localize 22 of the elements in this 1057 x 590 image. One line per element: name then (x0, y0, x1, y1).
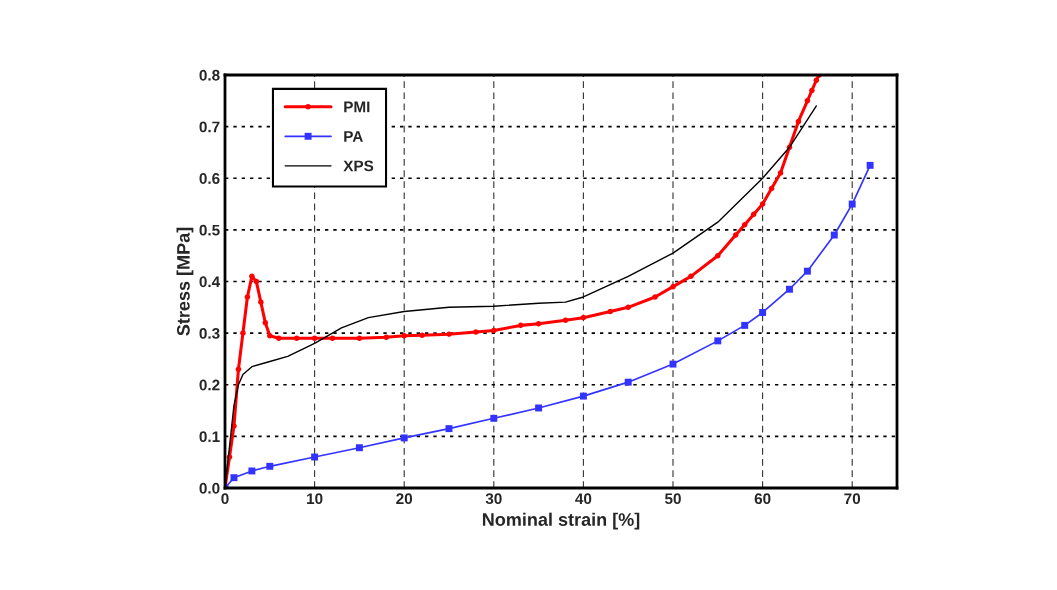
x-tick-label: 70 (844, 493, 861, 505)
y-tick-label: 0.4 (199, 276, 221, 288)
legend-label: PA (344, 131, 363, 142)
y-tick-label: 0.6 (199, 173, 220, 184)
y-tick-label: 0.3 (199, 327, 220, 339)
y-tick-label: 0.2 (199, 379, 220, 391)
y-tick-label: 0.7 (199, 121, 220, 133)
x-tick-label: 30 (485, 493, 502, 505)
x-tick-label: 20 (396, 493, 413, 505)
x-tick-label: 60 (754, 493, 771, 505)
y-axis-title: Stress [MPa] (176, 227, 194, 336)
x-tick-label: 0 (221, 493, 229, 505)
legend-label: PMI (344, 101, 370, 113)
y-tick-label: 0.0 (199, 482, 220, 494)
y-tick-label: 0.8 (199, 69, 220, 81)
y-tick-label: 0.1 (199, 431, 220, 443)
legend-label: XPS (343, 160, 374, 172)
x-axis-title: Nominal strain [%] (482, 512, 640, 530)
x-tick-label: 50 (664, 493, 681, 505)
x-tick-label: 10 (307, 493, 323, 505)
x-tick-label: 40 (575, 493, 592, 505)
y-tick-label: 0.5 (199, 224, 220, 236)
